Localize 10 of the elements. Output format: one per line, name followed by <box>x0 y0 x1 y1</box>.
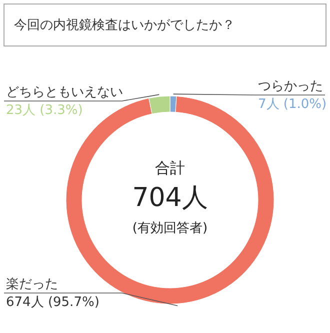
slice-label: 楽だった <box>6 277 58 292</box>
slice-label: どちらともいえない <box>6 85 123 100</box>
data-label: 674人 (95.7%) <box>6 295 100 310</box>
data-label: 23人 (3.3%) <box>6 103 83 118</box>
text: 704人 <box>132 183 208 213</box>
text: 合計 <box>155 159 185 177</box>
chart-title: 今回の内視鏡検査はいかがでしたか？ <box>14 18 235 33</box>
text: (有効回答者) <box>132 221 208 236</box>
slice-label: つらかった <box>258 79 323 94</box>
data-label: 7人 (1.0%) <box>258 97 327 112</box>
